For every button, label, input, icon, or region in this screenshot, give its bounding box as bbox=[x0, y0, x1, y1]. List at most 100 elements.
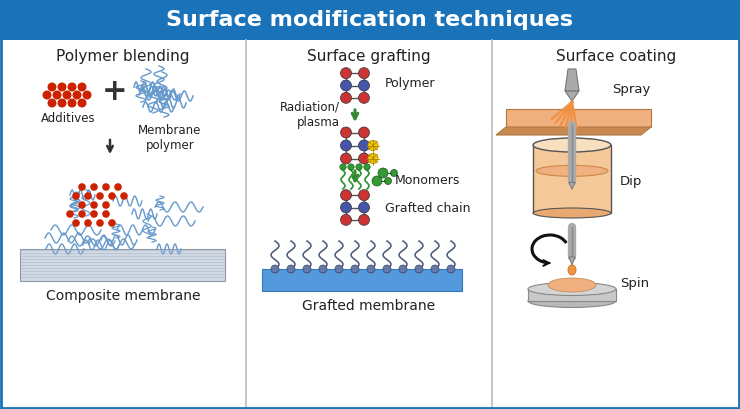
Circle shape bbox=[114, 183, 122, 191]
Circle shape bbox=[368, 141, 378, 151]
Circle shape bbox=[108, 219, 115, 227]
Ellipse shape bbox=[536, 165, 608, 176]
Circle shape bbox=[358, 202, 369, 213]
Circle shape bbox=[58, 99, 67, 108]
Circle shape bbox=[96, 219, 104, 227]
Circle shape bbox=[340, 202, 352, 213]
Polygon shape bbox=[496, 127, 651, 135]
Circle shape bbox=[340, 127, 352, 138]
Circle shape bbox=[415, 265, 423, 273]
Circle shape bbox=[62, 90, 72, 99]
Text: Surface modification techniques: Surface modification techniques bbox=[166, 10, 574, 30]
Circle shape bbox=[84, 192, 92, 200]
Circle shape bbox=[358, 214, 369, 225]
Text: Membrane
polymer: Membrane polymer bbox=[138, 124, 202, 152]
Circle shape bbox=[358, 80, 369, 91]
Circle shape bbox=[73, 219, 80, 227]
Circle shape bbox=[84, 219, 92, 227]
Circle shape bbox=[351, 265, 359, 273]
Text: Additives: Additives bbox=[41, 112, 95, 125]
Circle shape bbox=[108, 192, 115, 200]
Text: Surface grafting: Surface grafting bbox=[307, 49, 431, 63]
Polygon shape bbox=[569, 182, 575, 189]
Circle shape bbox=[90, 201, 98, 209]
Text: Grafted membrane: Grafted membrane bbox=[303, 299, 436, 313]
Circle shape bbox=[66, 210, 74, 218]
Circle shape bbox=[364, 164, 370, 170]
Text: +: + bbox=[102, 76, 128, 106]
Circle shape bbox=[340, 67, 352, 79]
Circle shape bbox=[399, 265, 407, 273]
FancyBboxPatch shape bbox=[528, 289, 616, 301]
Circle shape bbox=[90, 183, 98, 191]
Text: Composite membrane: Composite membrane bbox=[46, 289, 201, 303]
Circle shape bbox=[378, 168, 388, 178]
Polygon shape bbox=[569, 257, 575, 265]
FancyBboxPatch shape bbox=[506, 109, 651, 127]
Ellipse shape bbox=[548, 278, 596, 292]
Circle shape bbox=[67, 83, 76, 92]
Circle shape bbox=[42, 90, 52, 99]
Circle shape bbox=[78, 99, 87, 108]
Circle shape bbox=[73, 192, 80, 200]
Circle shape bbox=[358, 92, 369, 103]
Circle shape bbox=[358, 153, 369, 164]
Circle shape bbox=[368, 153, 378, 164]
Circle shape bbox=[385, 178, 391, 184]
Circle shape bbox=[102, 210, 110, 218]
Circle shape bbox=[367, 265, 375, 273]
Circle shape bbox=[271, 265, 279, 273]
Text: Monomers: Monomers bbox=[395, 175, 460, 187]
Circle shape bbox=[47, 99, 56, 108]
Circle shape bbox=[340, 214, 352, 225]
Circle shape bbox=[358, 190, 369, 201]
FancyBboxPatch shape bbox=[20, 249, 225, 281]
Circle shape bbox=[356, 164, 362, 170]
FancyBboxPatch shape bbox=[0, 0, 740, 40]
Ellipse shape bbox=[533, 138, 611, 152]
Circle shape bbox=[340, 80, 352, 91]
Circle shape bbox=[335, 265, 343, 273]
Ellipse shape bbox=[533, 208, 611, 218]
Circle shape bbox=[431, 265, 439, 273]
Circle shape bbox=[340, 140, 352, 151]
Text: Polymer: Polymer bbox=[385, 76, 436, 90]
Ellipse shape bbox=[568, 265, 576, 275]
FancyBboxPatch shape bbox=[533, 145, 611, 213]
Circle shape bbox=[358, 67, 369, 79]
Circle shape bbox=[340, 164, 346, 170]
Circle shape bbox=[96, 192, 104, 200]
Circle shape bbox=[102, 201, 110, 209]
Circle shape bbox=[340, 92, 352, 103]
Circle shape bbox=[90, 210, 98, 218]
Circle shape bbox=[348, 164, 354, 170]
Circle shape bbox=[82, 90, 92, 99]
Circle shape bbox=[58, 83, 67, 92]
Circle shape bbox=[391, 169, 397, 177]
Circle shape bbox=[67, 99, 76, 108]
Circle shape bbox=[287, 265, 295, 273]
Polygon shape bbox=[565, 69, 579, 91]
Circle shape bbox=[120, 192, 128, 200]
Circle shape bbox=[303, 265, 311, 273]
Ellipse shape bbox=[528, 283, 616, 295]
Circle shape bbox=[73, 90, 81, 99]
Circle shape bbox=[358, 140, 369, 151]
Text: Spin: Spin bbox=[620, 277, 649, 290]
Text: Dip: Dip bbox=[620, 175, 642, 187]
Polygon shape bbox=[565, 91, 579, 101]
Circle shape bbox=[78, 201, 86, 209]
Text: Spray: Spray bbox=[612, 83, 650, 95]
Text: Radiation/
plasma: Radiation/ plasma bbox=[280, 101, 340, 129]
Circle shape bbox=[319, 265, 327, 273]
Text: Grafted chain: Grafted chain bbox=[385, 202, 471, 216]
Circle shape bbox=[78, 83, 87, 92]
Circle shape bbox=[358, 127, 369, 138]
Circle shape bbox=[447, 265, 455, 273]
Text: Surface coating: Surface coating bbox=[556, 49, 676, 63]
Circle shape bbox=[340, 153, 352, 164]
Ellipse shape bbox=[528, 294, 616, 308]
Circle shape bbox=[102, 183, 110, 191]
Text: Polymer blending: Polymer blending bbox=[56, 49, 189, 63]
Circle shape bbox=[340, 190, 352, 201]
